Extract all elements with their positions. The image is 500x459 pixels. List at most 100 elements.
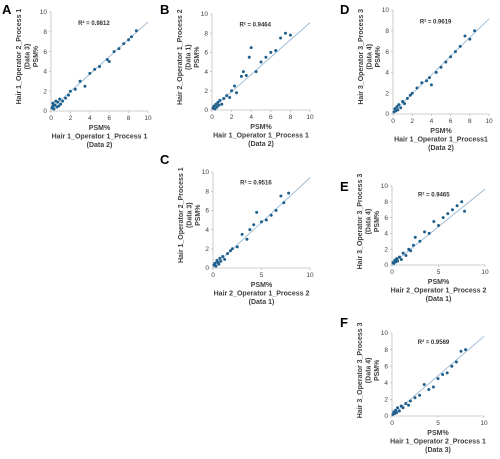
y-axis-title: (Data 4) — [366, 358, 373, 384]
data-point — [259, 60, 263, 64]
data-point — [221, 254, 225, 258]
data-point — [282, 201, 286, 205]
y-tick-label: 2 — [385, 90, 389, 97]
x-tick-label: 0 — [390, 269, 394, 276]
y-tick-label: 6 — [205, 208, 209, 215]
data-point — [245, 237, 249, 241]
data-point — [401, 100, 405, 104]
data-point — [446, 212, 450, 216]
data-point — [249, 46, 253, 50]
data-point — [455, 204, 459, 208]
data-point — [73, 87, 77, 91]
y-tick-label: 6 — [385, 49, 389, 56]
data-point — [408, 93, 412, 97]
x-axis-title: PSM% — [251, 282, 273, 289]
data-point — [122, 42, 126, 46]
data-point — [404, 254, 408, 258]
x-axis-title: (Data 2) — [87, 142, 113, 149]
data-point — [450, 364, 454, 368]
y-axis-title: (Data 1) — [186, 44, 193, 70]
data-point — [395, 411, 399, 415]
data-point — [269, 213, 273, 217]
x-axis-title: Hair 1_Operator 2_Process 1 — [390, 439, 486, 446]
data-point — [93, 67, 97, 71]
data-point — [213, 107, 217, 111]
y-tick-label: 0 — [384, 262, 388, 269]
data-point — [405, 96, 409, 100]
data-point — [235, 91, 238, 95]
y-tick-label: 8 — [385, 28, 389, 35]
data-point — [399, 257, 403, 261]
x-tick-label: 8 — [289, 114, 293, 121]
data-point — [463, 34, 467, 38]
x-axis-title: (Data 2) — [248, 141, 274, 148]
y-tick-label: 6 — [384, 363, 388, 370]
data-point — [425, 79, 429, 83]
y-axis-title: PSM% — [374, 210, 381, 232]
chart-panel-f: F 0 5 10 0 2 4 6 8 10 R² = 0.9569 PSM% Hair 1_Operat… — [340, 315, 488, 454]
trend-line — [211, 22, 311, 110]
data-point — [429, 83, 433, 87]
y-tick-label: 8 — [384, 199, 388, 206]
data-point — [441, 216, 445, 220]
r-squared-label: R² = 0.9569 — [418, 339, 450, 346]
data-point — [59, 102, 63, 106]
y-tick-label: 8 — [43, 29, 47, 36]
data-point — [53, 103, 57, 107]
data-point — [427, 231, 431, 235]
data-point — [248, 228, 252, 232]
x-axis-title: PSM% — [428, 279, 450, 286]
y-axis-title: Hair 3_Operator 3_Process 3 — [357, 174, 364, 270]
x-axis-title: Hair 1_Operator 1_Process 1 — [52, 134, 148, 141]
data-point — [51, 101, 55, 105]
data-point — [396, 259, 400, 263]
data-point — [458, 44, 462, 48]
data-point — [112, 50, 116, 54]
y-tick-label: 8 — [384, 347, 388, 354]
x-tick-label: 10 — [144, 115, 152, 122]
y-tick-label: 4 — [43, 69, 47, 76]
x-tick-label: 0 — [211, 272, 215, 279]
x-axis-title: PSM% — [430, 128, 452, 135]
y-tick-label: 10 — [381, 330, 389, 337]
y-tick-label: 2 — [204, 88, 208, 95]
panel-letter: B — [160, 2, 169, 17]
data-point — [241, 70, 245, 74]
data-point — [226, 252, 230, 256]
data-point — [284, 31, 287, 35]
data-point — [279, 194, 283, 198]
data-point — [218, 98, 222, 102]
data-point — [61, 99, 65, 103]
data-point — [460, 200, 464, 204]
data-point — [454, 360, 458, 364]
data-point — [212, 104, 216, 108]
y-tick-label: 10 — [382, 7, 390, 14]
data-point — [274, 48, 278, 52]
y-axis-title: (Data 4) — [367, 44, 374, 70]
y-tick-label: 2 — [384, 397, 388, 404]
panel-letter: D — [340, 2, 349, 17]
y-tick-label: 0 — [205, 265, 209, 272]
x-axis-title: PSM% — [89, 125, 111, 132]
data-point — [397, 255, 401, 259]
data-point — [117, 47, 121, 51]
y-tick-label: 2 — [384, 246, 388, 253]
data-point — [413, 235, 417, 239]
data-point — [444, 60, 448, 64]
data-point — [57, 104, 61, 108]
data-point — [213, 261, 217, 265]
data-point — [439, 65, 443, 69]
data-point — [411, 243, 415, 247]
data-point — [459, 349, 463, 353]
x-tick-label: 6 — [449, 118, 453, 125]
r-squared-label: R² = 0.9619 — [420, 19, 452, 26]
data-point — [418, 393, 422, 397]
y-axis-title: PSM% — [195, 204, 202, 226]
y-tick-label: 2 — [43, 88, 47, 95]
chart-panel-e: E 0 5 10 0 2 4 6 8 10 R² = 0.9465 PSM% Hair 2_Operat… — [340, 174, 489, 303]
data-point — [223, 257, 227, 261]
data-point — [274, 208, 278, 212]
data-point — [233, 84, 237, 88]
x-tick-label: 2 — [69, 115, 73, 122]
data-point — [396, 406, 400, 410]
